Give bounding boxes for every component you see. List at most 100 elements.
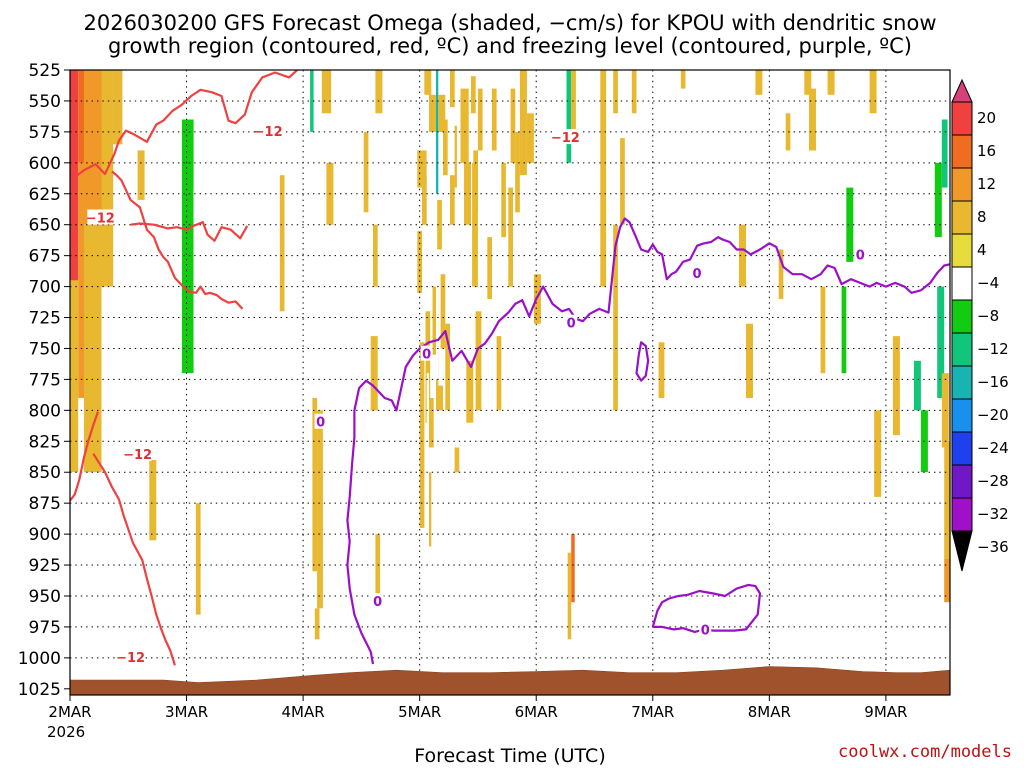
- omega-cell-41: [436, 70, 439, 380]
- omega-cell-29: [321, 70, 332, 114]
- omega-cell-124: [853, 94, 861, 163]
- omega-cell-48: [501, 162, 506, 238]
- omega-cell-110: [778, 249, 784, 299]
- xtick-label-5MAR: 5MAR: [398, 703, 441, 721]
- omega-cell-142: [939, 484, 947, 596]
- omega-cell-61: [519, 175, 527, 225]
- omega-cell-3: [84, 70, 102, 225]
- omega-cell-127: [869, 70, 877, 114]
- omega-cell-47: [496, 336, 502, 411]
- omega-cell-53: [314, 608, 320, 640]
- freezing-contour-main: [346, 217, 950, 665]
- x-year-label: 2026: [47, 723, 85, 741]
- omega-cell-26: [307, 70, 315, 312]
- omega-cell-30: [312, 398, 318, 572]
- omega-cell-54: [375, 534, 381, 596]
- omega-cell-85: [450, 175, 455, 225]
- dgz-label-text-4: −12: [116, 651, 145, 666]
- omega-cell-122: [841, 286, 847, 374]
- omega-cell-71: [471, 76, 476, 114]
- omega-cell-114: [797, 212, 802, 275]
- omega-cell-12: [181, 70, 194, 120]
- omega-cell-93: [567, 552, 572, 640]
- colorbar-label-10: −24: [977, 439, 1009, 457]
- plot-frame: [69, 69, 951, 696]
- omega-cell-90: [566, 70, 572, 163]
- omega-shading-layer: [70, 70, 950, 640]
- omega-cell-108: [746, 323, 753, 398]
- x-axis: 2MAR 3MAR 4MAR 5MAR 6MAR 7MAR 8MAR 9MAR: [48, 695, 907, 721]
- colorbar-band-9: [951, 398, 973, 433]
- omega-cell-20: [249, 187, 262, 287]
- omega-cell-131: [892, 336, 900, 436]
- colorbar-label-6: −8: [977, 307, 999, 325]
- plot-area: −12 −12 −12 −12 −12 0 0 0 0 0 0 0: [69, 69, 951, 696]
- omega-cell-118: [827, 534, 833, 596]
- xtick-label-2MAR: 2MAR: [48, 703, 91, 721]
- omega-cell-143: [941, 119, 948, 188]
- omega-cell-60: [519, 70, 527, 176]
- colorbar-label-9: −20: [977, 406, 1009, 424]
- omega-cell-17: [195, 503, 201, 615]
- omega-cell-106: [727, 131, 733, 213]
- omega-cell-130: [888, 88, 896, 163]
- omega-cell-109: [755, 70, 763, 95]
- colorbar-bottom-arrow: [951, 530, 973, 572]
- omega-cell-6: [113, 70, 123, 145]
- omega-cell-36: [402, 70, 412, 151]
- omega-cell-120: [834, 218, 842, 287]
- omega-cell-49: [419, 342, 425, 528]
- omega-cell-91: [571, 70, 576, 139]
- omega-cell-64: [429, 398, 434, 448]
- freezing-label-bg-2: [420, 345, 433, 361]
- omega-cell-40: [432, 286, 439, 386]
- omega-cell-27: [310, 70, 314, 132]
- omega-cell-46: [475, 311, 482, 411]
- colorbar-label-7: −12: [977, 340, 1009, 358]
- freezing-label-text-2: 0: [422, 348, 431, 363]
- ytick-label-675: 675: [29, 247, 61, 267]
- colorbar-band-12: [951, 497, 973, 532]
- omega-cell-55: [426, 373, 429, 423]
- ytick-label-925: 925: [29, 556, 61, 576]
- omega-cell-1: [78, 70, 84, 163]
- freezing-label-6: 0: [699, 621, 712, 639]
- freezing-label-text-3: 0: [567, 317, 576, 332]
- omega-cell-7: [70, 280, 79, 510]
- colorbar-band-6: [951, 299, 973, 334]
- omega-cell-21: [275, 70, 285, 114]
- colorbar-band-4: [951, 233, 973, 268]
- freezing-label-bg-6: [699, 621, 712, 637]
- freezing-label-bg-1: [314, 413, 327, 429]
- omega-cell-8: [70, 472, 79, 640]
- freezing-label-4: 0: [691, 265, 704, 282]
- omega-cell-78: [443, 119, 448, 176]
- omega-cell-50: [431, 354, 436, 411]
- colorbar-band-11: [951, 464, 973, 499]
- dgz-label-text-2: −12: [551, 131, 580, 146]
- omega-cell-38: [417, 150, 427, 188]
- colorbar-top-arrow: [951, 78, 973, 103]
- ytick-label-950: 950: [29, 587, 61, 607]
- omega-cell-133: [906, 138, 914, 225]
- ytick-label-525: 525: [29, 61, 61, 81]
- omega-cell-126: [864, 323, 872, 386]
- omega-cell-70: [466, 360, 474, 423]
- omega-cell-135: [913, 360, 921, 411]
- ytick-label-800: 800: [29, 401, 61, 421]
- freezing-label-bg-3: [565, 314, 578, 330]
- omega-cell-74: [487, 237, 492, 299]
- omega-cell-33: [363, 131, 369, 213]
- freezing-label-bg-4: [691, 265, 704, 281]
- dgz-label-bg-0: [87, 209, 115, 225]
- dgz-label-0: −12: [86, 209, 115, 227]
- ytick-label-975: 975: [29, 618, 61, 638]
- ytick-label-725: 725: [29, 309, 61, 329]
- omega-cell-10: [137, 150, 145, 200]
- omega-cell-139: [932, 131, 940, 188]
- omega-cell-52: [429, 472, 432, 547]
- omega-cell-23: [229, 237, 234, 374]
- omega-cell-95: [613, 70, 618, 114]
- colorbar-band-0: [951, 101, 973, 136]
- omega-cell-111: [785, 113, 791, 151]
